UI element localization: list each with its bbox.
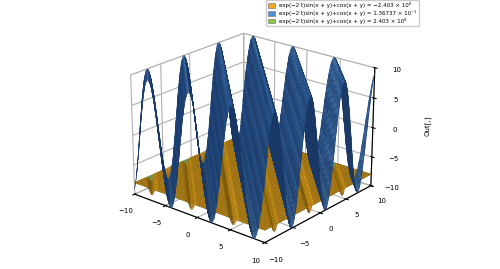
Legend: exp(−2 t)sin(x + y)+cos(x + y) = −2.403 × 10⁸, exp(−2 t)sin(x + y)+cos(x + y) = : exp(−2 t)sin(x + y)+cos(x + y) = −2.403 …: [266, 0, 418, 26]
